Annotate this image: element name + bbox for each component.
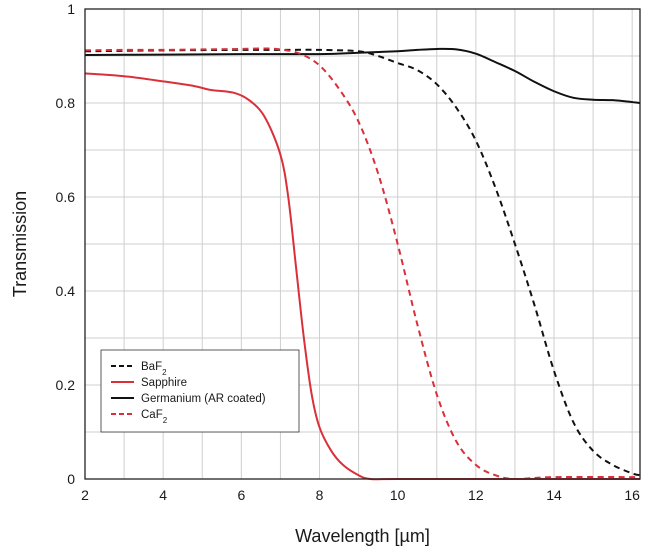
legend-label-subscript: 2 <box>162 368 167 377</box>
x-tick-label: 14 <box>546 487 562 503</box>
x-tick-label: 12 <box>468 487 484 503</box>
legend-label-subscript: 2 <box>163 416 168 425</box>
x-tick-label: 10 <box>390 487 406 503</box>
y-axis-label: Transmission <box>10 191 30 297</box>
y-tick-label: 0.2 <box>56 377 76 393</box>
series-line-caf <box>84 47 641 481</box>
y-tick-label: 0.4 <box>56 283 76 299</box>
y-tick-label: 0.6 <box>56 189 76 205</box>
plot-frame <box>84 8 641 480</box>
legend-box <box>100 349 300 433</box>
legend-label: Sapphire <box>141 377 187 389</box>
y-tick-label: 0 <box>67 471 75 487</box>
series-line-germanium-ar-coated <box>84 47 641 104</box>
x-tick-label: 4 <box>159 487 167 503</box>
x-tick-label: 16 <box>624 487 640 503</box>
legend-label: Germanium (AR coated) <box>141 393 266 405</box>
y-tick-label: 1 <box>67 1 75 17</box>
legend-label: CaF2 <box>141 409 168 425</box>
legend-label: BaF2 <box>141 361 167 377</box>
x-axis-label: Wavelength [µm] <box>295 526 430 546</box>
x-tick-label: 6 <box>237 487 245 503</box>
x-tick-label: 8 <box>316 487 324 503</box>
tick-labels: 2 4 6 8 10 12 14 16 0 0.2 0.4 0.6 0.8 1 <box>56 1 641 503</box>
y-tick-label: 0.8 <box>56 95 76 111</box>
x-tick-label: 2 <box>81 487 89 503</box>
